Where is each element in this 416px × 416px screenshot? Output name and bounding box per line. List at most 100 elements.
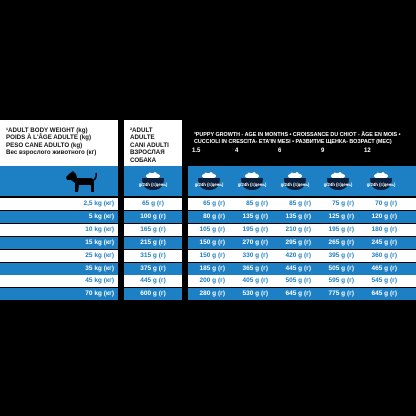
table-row: 15 kg (кг) 215 g (г) 150 g (г) 270 g (г) 295…: [0, 236, 416, 249]
puppy-amount-cell: 530 g (г): [242, 290, 268, 298]
puppy-amount-cell: 545 g (г): [371, 277, 397, 285]
row-background: [0, 210, 118, 223]
weight-header: ¹ADULT BODY WEIGHT (kg) POIDS À L'ÂGE AD…: [0, 120, 118, 166]
puppy-amount-cell: 120 g (г): [371, 212, 397, 220]
puppy-header: ³PUPPY GROWTH - AGE IN MONTHS • CROISSAN…: [188, 120, 416, 166]
age-labels: 1.5 4 6 9 12: [0, 148, 416, 158]
puppy-amount-cell: 505 g (г): [285, 277, 311, 285]
row-background: [188, 288, 416, 301]
row-background: [0, 223, 118, 236]
adult-amount-cell: 165 g (г): [140, 225, 166, 233]
puppy-amount-cell: 195 g (г): [328, 225, 354, 233]
puppy-amount-cell: 195 g (г): [242, 225, 268, 233]
puppy-amount-cell: 150 g (г): [199, 238, 225, 246]
row-background: [0, 262, 118, 275]
food-bowl-icon: g/24h (г/день): [192, 168, 226, 194]
table-row: 70 kg (кг) 600 g (г) 280 g (г) 530 g (г) 645…: [0, 288, 416, 301]
puppy-amount-cell: 505 g (г): [328, 264, 354, 272]
puppy-amount-cell: 85 g (г): [289, 200, 311, 207]
weight-cell: 25 kg (кг): [85, 251, 114, 259]
table-row: 5 kg (кг) 100 g (г) 80 g (г) 135 g (г) 135 g…: [0, 210, 416, 223]
puppy-amount-cell: 360 g (г): [371, 251, 397, 259]
adult-amount-cell: 445 g (г): [140, 277, 166, 285]
puppy-amount-cell: 245 g (г): [371, 238, 397, 246]
row-background: [124, 288, 182, 301]
puppy-amount-cell: 295 g (г): [285, 238, 311, 246]
row-background: [188, 249, 416, 262]
weight-cell: 45 kg (кг): [85, 277, 114, 285]
puppy-amount-cell: 270 g (г): [242, 238, 268, 246]
food-bowl-icon: g/24h (г/день): [321, 168, 355, 194]
puppy-amount-cell: 85 g (г): [246, 200, 268, 207]
row-background: [188, 262, 416, 275]
row-background: [0, 198, 118, 210]
row-background: [124, 198, 182, 210]
row-background: [188, 210, 416, 223]
weight-icon-band: [0, 166, 118, 196]
bowl-label: g/24h (г/день): [366, 182, 396, 187]
puppy-amount-cell: 150 g (г): [199, 251, 225, 259]
age-label: 6: [278, 148, 282, 154]
weight-cell: 70 kg (кг): [85, 290, 114, 298]
food-bowl-icon: g/24h (г/день): [136, 168, 170, 194]
puppy-amount-cell: 185 g (г): [199, 264, 225, 272]
row-background: [124, 275, 182, 288]
age-label: 9: [321, 148, 325, 154]
adult-amount-cell: 65 g (г): [142, 200, 164, 207]
table-row: 2,5 kg (кг) 65 g (г) 65 g (г) 85 g (г) 85 g …: [0, 198, 416, 210]
puppy-amount-cell: 80 g (г): [203, 212, 225, 220]
row-background: [0, 249, 118, 262]
puppy-header-label: ³PUPPY GROWTH - AGE IN MONTHS • CROISSAN…: [194, 132, 401, 145]
puppy-amount-cell: 330 g (г): [242, 251, 268, 259]
puppy-amount-cell: 465 g (г): [371, 264, 397, 272]
dog-icon: [63, 168, 98, 194]
weight-cell: 35 kg (кг): [85, 264, 114, 272]
age-label: 1.5: [192, 148, 201, 154]
puppy-amount-cell: 280 g (г): [199, 290, 225, 298]
table-row: 25 kg (кг) 315 g (г) 150 g (г) 330 g (г) 420…: [0, 249, 416, 262]
puppy-amount-cell: 200 g (г): [199, 277, 225, 285]
puppy-amount-cell: 125 g (г): [328, 212, 354, 220]
food-bowl-icon: g/24h (г/день): [278, 168, 312, 194]
weight-cell: 5 kg (кг): [88, 212, 114, 220]
puppy-amount-cell: 365 g (г): [242, 264, 268, 272]
row-background: [188, 223, 416, 236]
puppy-amount-cell: 65 g (г): [203, 200, 225, 207]
adult-header-label: ²ADULT ADULTE CANI ADULTI ВЗРОСЛАЯ СОБАК…: [130, 127, 169, 164]
weight-cell: 2,5 kg (кг): [83, 200, 114, 207]
puppy-amount-cell: 405 g (г): [242, 277, 268, 285]
table-row: 45 kg (кг) 445 g (г) 200 g (г) 405 g (г) 505…: [0, 275, 416, 288]
puppy-amount-cell: 180 g (г): [371, 225, 397, 233]
table-row: 10 kg (кг) 165 g (г) 105 g (г) 195 g (г) 210…: [0, 223, 416, 236]
row-background: [124, 262, 182, 275]
puppy-amount-cell: 595 g (г): [328, 277, 354, 285]
row-background: [0, 288, 118, 301]
adult-amount-cell: 315 g (г): [140, 251, 166, 259]
weight-cell: 15 kg (кг): [85, 238, 114, 246]
weight-cell: 10 kg (кг): [85, 225, 114, 233]
adult-amount-cell: 375 g (г): [140, 264, 166, 272]
table-row: 35 kg (кг) 375 g (г) 185 g (г) 365 g (г) 445…: [0, 262, 416, 275]
adult-header: ²ADULT ADULTE CANI ADULTI ВЗРОСЛАЯ СОБАК…: [124, 120, 182, 166]
puppy-amount-cell: 135 g (г): [242, 212, 268, 220]
puppy-amount-cell: 645 g (г): [285, 290, 311, 298]
row-background: [188, 198, 416, 210]
puppy-amount-cell: 70 g (г): [375, 200, 397, 207]
adult-amount-cell: 215 g (г): [140, 238, 166, 246]
puppy-amount-cell: 75 g (г): [332, 200, 354, 207]
adult-amount-cell: 600 g (г): [140, 290, 166, 298]
food-bowl-icon: g/24h (г/день): [235, 168, 269, 194]
puppy-amount-cell: 395 g (г): [328, 251, 354, 259]
puppy-amount-cell: 210 g (г): [285, 225, 311, 233]
row-background: [124, 223, 182, 236]
weight-header-label: ¹ADULT BODY WEIGHT (kg) POIDS À L'ÂGE AD…: [6, 127, 97, 157]
puppy-amount-cell: 420 g (г): [285, 251, 311, 259]
row-background: [124, 236, 182, 249]
puppy-amount-cell: 775 g (г): [328, 290, 354, 298]
bowl-label: g/24h (г/день): [194, 182, 224, 187]
age-label: 12: [364, 148, 371, 154]
row-background: [188, 236, 416, 249]
bowl-label: g/24h (г/день): [138, 182, 168, 187]
row-background: [124, 249, 182, 262]
